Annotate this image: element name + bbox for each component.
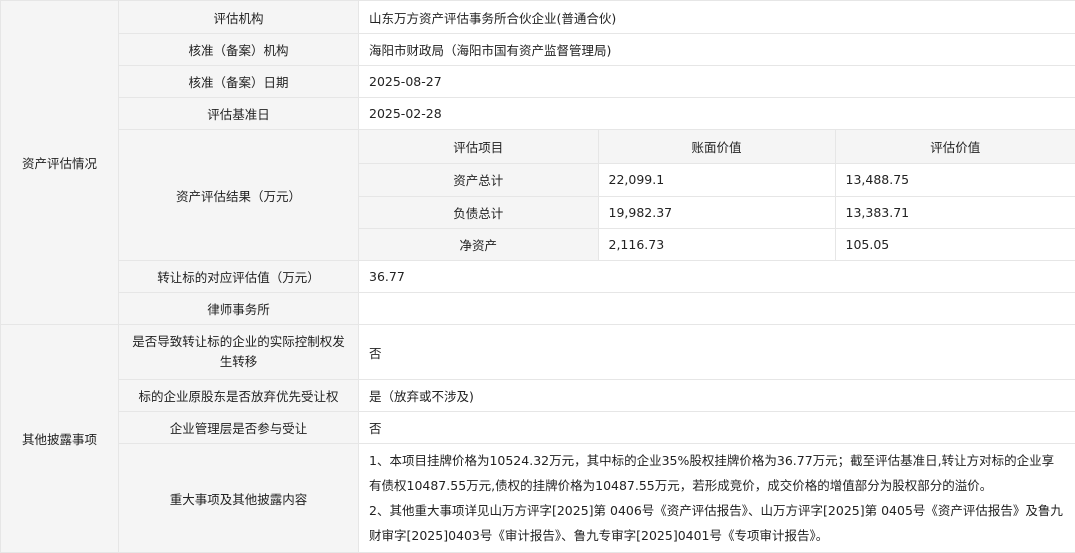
major-matters-label: 重大事项及其他披露内容 bbox=[119, 444, 359, 553]
row-value: 是（放弃或不涉及) bbox=[359, 380, 1075, 412]
row-value: 2025-08-27 bbox=[359, 66, 1075, 98]
row-label: 企业管理层是否参与受让 bbox=[119, 412, 359, 444]
book-value: 22,099.1 bbox=[598, 163, 835, 196]
row-value: 否 bbox=[359, 325, 1075, 380]
item-name: 净资产 bbox=[359, 228, 598, 260]
row-value: 山东万方资产评估事务所合伙企业(普通合伙) bbox=[359, 1, 1075, 34]
row-label: 核准（备案）机构 bbox=[119, 34, 359, 66]
major-line: 2、其他重大事项详见山万方评字[2025]第 0406号《资产评估报告》、山万方… bbox=[369, 498, 1065, 548]
row-label: 是否导致转让标的企业的实际控制权发生转移 bbox=[119, 325, 359, 380]
major-matters-content: 1、本项目挂牌价格为10524.32万元，其中标的企业35%股权挂牌价格为36.… bbox=[359, 444, 1075, 553]
book-value: 2,116.73 bbox=[598, 228, 835, 260]
header-appraised-value: 评估价值 bbox=[835, 130, 1075, 163]
appraised-value: 13,383.71 bbox=[835, 196, 1075, 228]
row-value: 海阳市财政局（海阳市国有资产监督管理局) bbox=[359, 34, 1075, 66]
law-firm-value bbox=[359, 293, 1075, 325]
target-value: 36.77 bbox=[359, 261, 1075, 293]
header-book-value: 账面价值 bbox=[598, 130, 835, 163]
target-value-label: 转让标的对应评估值（万元） bbox=[119, 261, 359, 293]
evaluation-result-label: 资产评估结果（万元） bbox=[119, 130, 359, 261]
appraised-value: 105.05 bbox=[835, 228, 1075, 260]
item-name: 负债总计 bbox=[359, 196, 598, 228]
appraised-value: 13,488.75 bbox=[835, 163, 1075, 196]
group-other-disclosures: 其他披露事项 bbox=[1, 325, 119, 553]
row-value: 2025-02-28 bbox=[359, 98, 1075, 130]
header-item: 评估项目 bbox=[359, 130, 598, 163]
row-label: 标的企业原股东是否放弃优先受让权 bbox=[119, 380, 359, 412]
row-value: 否 bbox=[359, 412, 1075, 444]
item-name: 资产总计 bbox=[359, 163, 598, 196]
row-label: 评估机构 bbox=[119, 1, 359, 34]
row-label: 评估基准日 bbox=[119, 98, 359, 130]
major-line: 1、本项目挂牌价格为10524.32万元，其中标的企业35%股权挂牌价格为36.… bbox=[369, 448, 1065, 498]
book-value: 19,982.37 bbox=[598, 196, 835, 228]
group-asset-evaluation: 资产评估情况 bbox=[1, 1, 119, 325]
law-firm-label: 律师事务所 bbox=[119, 293, 359, 325]
row-label: 核准（备案）日期 bbox=[119, 66, 359, 98]
